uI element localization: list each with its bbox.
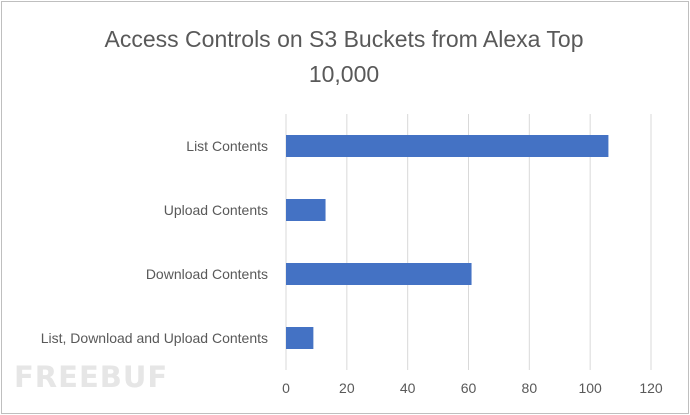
- bar: [286, 135, 609, 157]
- x-tick-label: 40: [400, 380, 416, 396]
- bar: [286, 199, 326, 221]
- category-label: Upload Contents: [164, 202, 268, 218]
- x-tick-label: 80: [522, 380, 538, 396]
- x-tick-label: 120: [639, 380, 663, 396]
- x-tick-label: 20: [339, 380, 355, 396]
- chart-title-line-1: Access Controls on S3 Buckets from Alexa…: [104, 26, 584, 52]
- x-tick-label: 0: [282, 380, 290, 396]
- x-tick-label: 100: [578, 380, 602, 396]
- x-tick-label: 60: [461, 380, 477, 396]
- category-label: List Contents: [186, 138, 268, 154]
- x-tick-labels: 0 20 40 60 80 100 120: [282, 380, 663, 396]
- freebuf-watermark: FREEBUF: [14, 360, 169, 394]
- bar: [286, 327, 314, 349]
- chart-title-line-2: 10,000: [308, 61, 380, 87]
- category-label: List, Download and Upload Contents: [41, 330, 268, 346]
- category-labels: List Contents Upload Contents Download Con…: [41, 138, 268, 346]
- bars: [286, 135, 609, 349]
- bar: [286, 263, 472, 285]
- chart-title: Access Controls on S3 Buckets from Alexa…: [0, 22, 688, 92]
- category-label: Download Contents: [146, 266, 268, 282]
